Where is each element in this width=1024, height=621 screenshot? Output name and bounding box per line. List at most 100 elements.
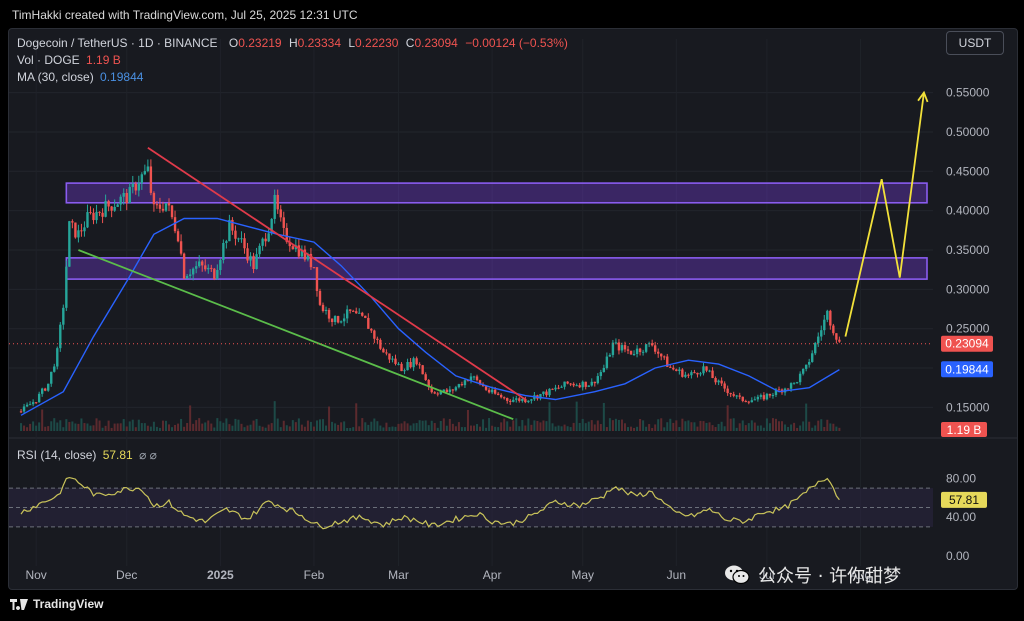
price-tick-label: 0.45000: [946, 164, 990, 178]
volume-bar: [234, 418, 237, 431]
volume-bar: [509, 426, 512, 431]
candle-body: [524, 398, 527, 403]
volume-bar: [684, 421, 687, 431]
volume-bar: [427, 425, 430, 431]
candle-body: [669, 366, 672, 368]
candle-body: [146, 166, 150, 172]
candle-body: [620, 345, 624, 351]
volume-bar: [756, 425, 759, 431]
volume-bar: [328, 406, 331, 431]
volume-bar: [645, 426, 648, 431]
wechat-watermark: 公众号 · 许你甜梦: [724, 562, 901, 588]
candle-body: [454, 387, 458, 391]
candle-body: [403, 370, 406, 372]
ma-legend[interactable]: MA (30, close) 0.19844: [17, 70, 143, 84]
volume-bar: [65, 419, 68, 431]
volume-bar: [101, 427, 104, 431]
price-tick-label: 0.55000: [946, 86, 990, 100]
candle-body: [107, 201, 110, 207]
price-tick-label: 0.25000: [946, 322, 990, 336]
price-tick-label: 0.30000: [946, 282, 990, 296]
volume-legend[interactable]: Vol · DOGE 1.19 B: [17, 53, 121, 67]
time-tick-label: Nov: [25, 568, 46, 582]
volume-bar: [56, 422, 59, 431]
candle-body: [324, 309, 328, 311]
projection-arrowhead: [917, 90, 929, 103]
candle-body: [726, 388, 729, 394]
volume-bar: [503, 418, 506, 431]
candle-body: [608, 354, 612, 357]
volume-bar: [590, 420, 593, 431]
candle-body: [696, 372, 699, 375]
volume-bar: [379, 425, 382, 431]
volume-bar: [155, 426, 158, 431]
volume-bar: [29, 423, 32, 431]
candle-body: [572, 383, 575, 386]
volume-bar: [340, 422, 343, 431]
candle-body: [128, 186, 131, 203]
candle-body: [358, 312, 361, 314]
price-tick-label: 0.35000: [946, 243, 990, 257]
candle-body: [276, 194, 279, 210]
volume-bar: [309, 421, 312, 431]
candle-body: [204, 265, 207, 270]
high-label: H: [288, 36, 298, 50]
price-tick-label: 0.50000: [946, 125, 990, 139]
candle-body: [370, 328, 373, 331]
volume-bar: [581, 418, 584, 431]
change-value: −0.00124 (−0.53%): [465, 36, 568, 50]
candle-body: [246, 248, 249, 261]
candle-body: [560, 386, 563, 388]
volume-bar: [397, 423, 400, 431]
volume-bar: [771, 418, 774, 431]
volume-bar: [189, 405, 192, 431]
volume-bar: [548, 402, 551, 431]
volume-bar: [723, 426, 726, 431]
candle-body: [466, 380, 470, 382]
symbol-legend[interactable]: Dogecoin / TetherUS · 1D · BINANCE O0.23…: [17, 36, 568, 50]
candle-body: [143, 171, 147, 175]
volume-bar: [617, 420, 620, 431]
tradingview-brand[interactable]: TradingView: [10, 597, 103, 611]
volume-bar: [633, 427, 636, 431]
candle-body: [342, 318, 346, 322]
candle-body: [258, 245, 261, 255]
volume-bar: [322, 419, 325, 431]
volume-bar: [213, 427, 216, 431]
rsi-settings-icons[interactable]: ⌀ ⌀: [139, 448, 157, 462]
candle-body: [448, 389, 452, 393]
candle-body: [792, 382, 796, 384]
candle-body: [804, 364, 808, 369]
candle-body: [219, 260, 222, 271]
candle-body: [300, 249, 304, 257]
currency-button[interactable]: USDT: [946, 31, 1004, 55]
candle-body: [430, 386, 433, 393]
volume-bar: [388, 427, 391, 431]
candle-body: [515, 398, 518, 400]
candle-body: [527, 400, 530, 403]
candle-body: [330, 318, 334, 323]
volume-bar: [515, 418, 518, 431]
chart-canvas[interactable]: 0.55000 0.50000 0.45000 0.40000 0.35000 0.300…: [9, 29, 1017, 589]
volume-bar: [406, 423, 409, 431]
volume-bar: [802, 421, 805, 431]
volume-bar: [261, 426, 264, 431]
chart-panel[interactable]: 0.55000 0.50000 0.45000 0.40000 0.35000 0.300…: [8, 28, 1018, 590]
candle-body: [297, 245, 301, 257]
credit-line: TimHakki created with TradingView.com, J…: [12, 8, 358, 22]
candle-body: [747, 401, 750, 403]
volume-bar: [717, 423, 720, 431]
rsi-legend[interactable]: RSI (14, close) 57.81 ⌀ ⌀: [17, 448, 157, 462]
candle-body: [442, 389, 446, 392]
candle-body: [355, 311, 358, 314]
watermark-text: 公众号 · 许你甜梦: [758, 566, 902, 587]
volume-bar: [518, 426, 521, 431]
volume-bar: [705, 422, 708, 431]
candle-body: [817, 336, 820, 344]
volume-bar: [249, 424, 252, 431]
volume-bar: [38, 422, 41, 431]
candle-body: [490, 389, 494, 393]
candle-body: [717, 380, 720, 383]
volume-bar: [177, 423, 180, 431]
volume-bar: [781, 421, 784, 431]
